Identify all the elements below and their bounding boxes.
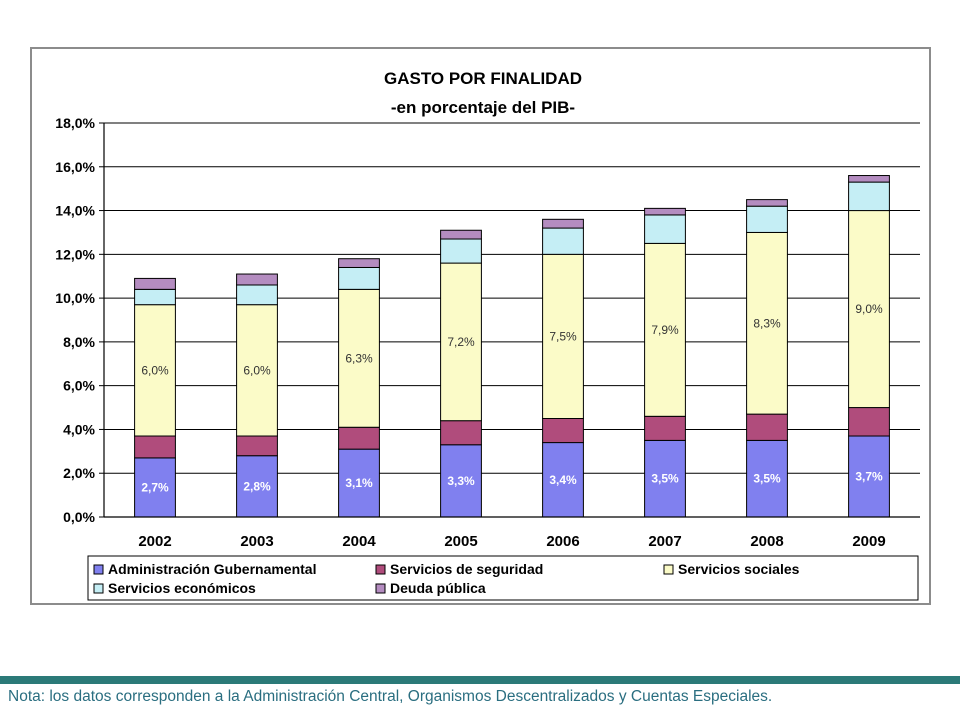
y-tick-label: 14,0% [55, 203, 95, 219]
x-tick-label: 2006 [546, 533, 579, 550]
data-label: 7,5% [549, 329, 577, 343]
bar-segment [644, 207, 686, 216]
bar-segment [542, 227, 584, 255]
grid-layer [104, 122, 920, 518]
data-label: 3,5% [651, 472, 679, 486]
data-label: 6,0% [243, 363, 271, 377]
bar-segment [440, 262, 482, 422]
chart-title: GASTO POR FINALIDAD [384, 69, 582, 88]
bar-segment [644, 242, 686, 417]
bar-segment [338, 258, 380, 268]
bar-segment [746, 413, 788, 441]
bar-segment [644, 415, 686, 441]
data-label: 7,2% [447, 335, 475, 349]
x-tick-label: 2003 [240, 533, 273, 550]
data-label: 7,9% [651, 323, 679, 337]
data-label: 3,1% [345, 476, 373, 490]
y-tick-label: 0,0% [63, 509, 95, 525]
y-tick-label: 2,0% [63, 465, 95, 481]
legend-box [87, 555, 919, 601]
y-tick-label: 6,0% [63, 378, 95, 394]
x-tick-label: 2007 [648, 533, 681, 550]
y-tick-label: 18,0% [55, 115, 95, 131]
bar-segment [440, 238, 482, 264]
bar-segment [134, 435, 176, 459]
bar-segment [542, 253, 584, 419]
bar-segment [542, 442, 584, 518]
bar-segment [746, 199, 788, 207]
x-tick-label: 2008 [750, 533, 783, 550]
bar-segment [746, 205, 788, 233]
legend-label: Administración Gubernamental [108, 561, 316, 577]
legend-swatch [93, 564, 104, 575]
x-tick-label: 2002 [138, 533, 171, 550]
legend-label: Servicios de seguridad [390, 561, 543, 577]
bar-segment [848, 175, 890, 183]
bar-segment [236, 284, 278, 306]
bar-segment [440, 444, 482, 518]
legend-swatch [93, 583, 104, 594]
legend-swatch [663, 564, 674, 575]
data-label: 2,8% [243, 479, 271, 493]
chart-svg: GASTO POR FINALIDAD -en porcentaje del P… [55, 69, 920, 601]
bar-segment [440, 229, 482, 240]
bar-segment [338, 288, 380, 428]
y-tick-label: 10,0% [55, 290, 95, 306]
bar-segment [848, 181, 890, 212]
data-label: 3,4% [549, 473, 577, 487]
data-label: 8,3% [753, 316, 781, 330]
legend: Administración Gubernamental Servicios de… [87, 555, 919, 601]
y-tick-label: 4,0% [63, 421, 95, 437]
y-tick-label: 8,0% [63, 334, 95, 350]
y-tick-label: 12,0% [55, 246, 95, 262]
x-tick-label: 2009 [852, 533, 885, 550]
bar-segment [848, 210, 890, 409]
data-label: 2,7% [141, 480, 169, 494]
bar-segment [746, 439, 788, 518]
footer-bar [0, 676, 960, 684]
legend-label: Servicios económicos [108, 580, 256, 596]
bar-segment [848, 407, 890, 437]
bars-layer [134, 175, 890, 518]
bar-segment [440, 420, 482, 446]
bar-segment [338, 426, 380, 450]
bar-segment [236, 435, 278, 457]
x-tick-label: 2004 [342, 533, 376, 550]
chart-subtitle: -en porcentaje del PIB- [391, 98, 575, 117]
footer-note: Nota: los datos corresponden a la Admini… [8, 688, 773, 705]
data-label: 3,3% [447, 474, 475, 488]
bar-segment [542, 218, 584, 229]
bar-segment [134, 288, 176, 306]
data-label: 9,0% [855, 302, 883, 316]
bar-segment [644, 214, 686, 244]
legend-label: Servicios sociales [678, 561, 800, 577]
chart-frame: GASTO POR FINALIDAD -en porcentaje del P… [30, 47, 931, 605]
data-label: 6,3% [345, 351, 373, 365]
y-tick-label: 16,0% [55, 159, 95, 175]
legend-swatch [375, 564, 386, 575]
data-label: 3,5% [753, 472, 781, 486]
legend-label: Deuda pública [390, 580, 486, 596]
data-label: 3,7% [855, 470, 883, 484]
bar-segment [134, 277, 176, 290]
bar-segment [338, 266, 380, 290]
bar-segment [338, 448, 380, 518]
bar-segment [134, 304, 176, 437]
data-label: 6,0% [141, 363, 169, 377]
x-tick-label: 2005 [444, 533, 477, 550]
labels-layer: 2,7% 6,0% 2,8% 6,0% 3,1% 6,3% 3,3% 7,2% 3,4% 7,5%… [141, 302, 883, 494]
axis-layer: 0,0% 2,0% 4,0% 6,0% 8,0% 10,0% 12,0% 14,0% 16,0%… [55, 115, 920, 550]
bar-segment [542, 418, 584, 444]
bar-segment [236, 273, 278, 286]
bar-segment [236, 304, 278, 437]
legend-swatch [375, 583, 386, 594]
